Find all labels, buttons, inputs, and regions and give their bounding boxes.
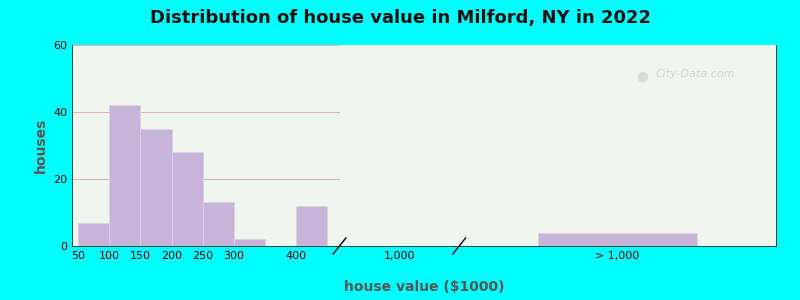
Bar	[78, 223, 110, 246]
Bar	[296, 206, 327, 246]
Text: house value ($1000): house value ($1000)	[344, 280, 504, 294]
Text: ●: ●	[637, 69, 649, 83]
Bar	[141, 129, 171, 246]
Bar	[171, 152, 202, 246]
Bar	[234, 239, 265, 246]
Bar	[202, 202, 234, 246]
Bar	[110, 105, 141, 246]
Bar	[538, 232, 697, 246]
Text: Distribution of house value in Milford, NY in 2022: Distribution of house value in Milford, …	[150, 9, 650, 27]
Text: City-Data.com: City-Data.com	[656, 69, 735, 79]
Y-axis label: houses: houses	[34, 118, 47, 173]
